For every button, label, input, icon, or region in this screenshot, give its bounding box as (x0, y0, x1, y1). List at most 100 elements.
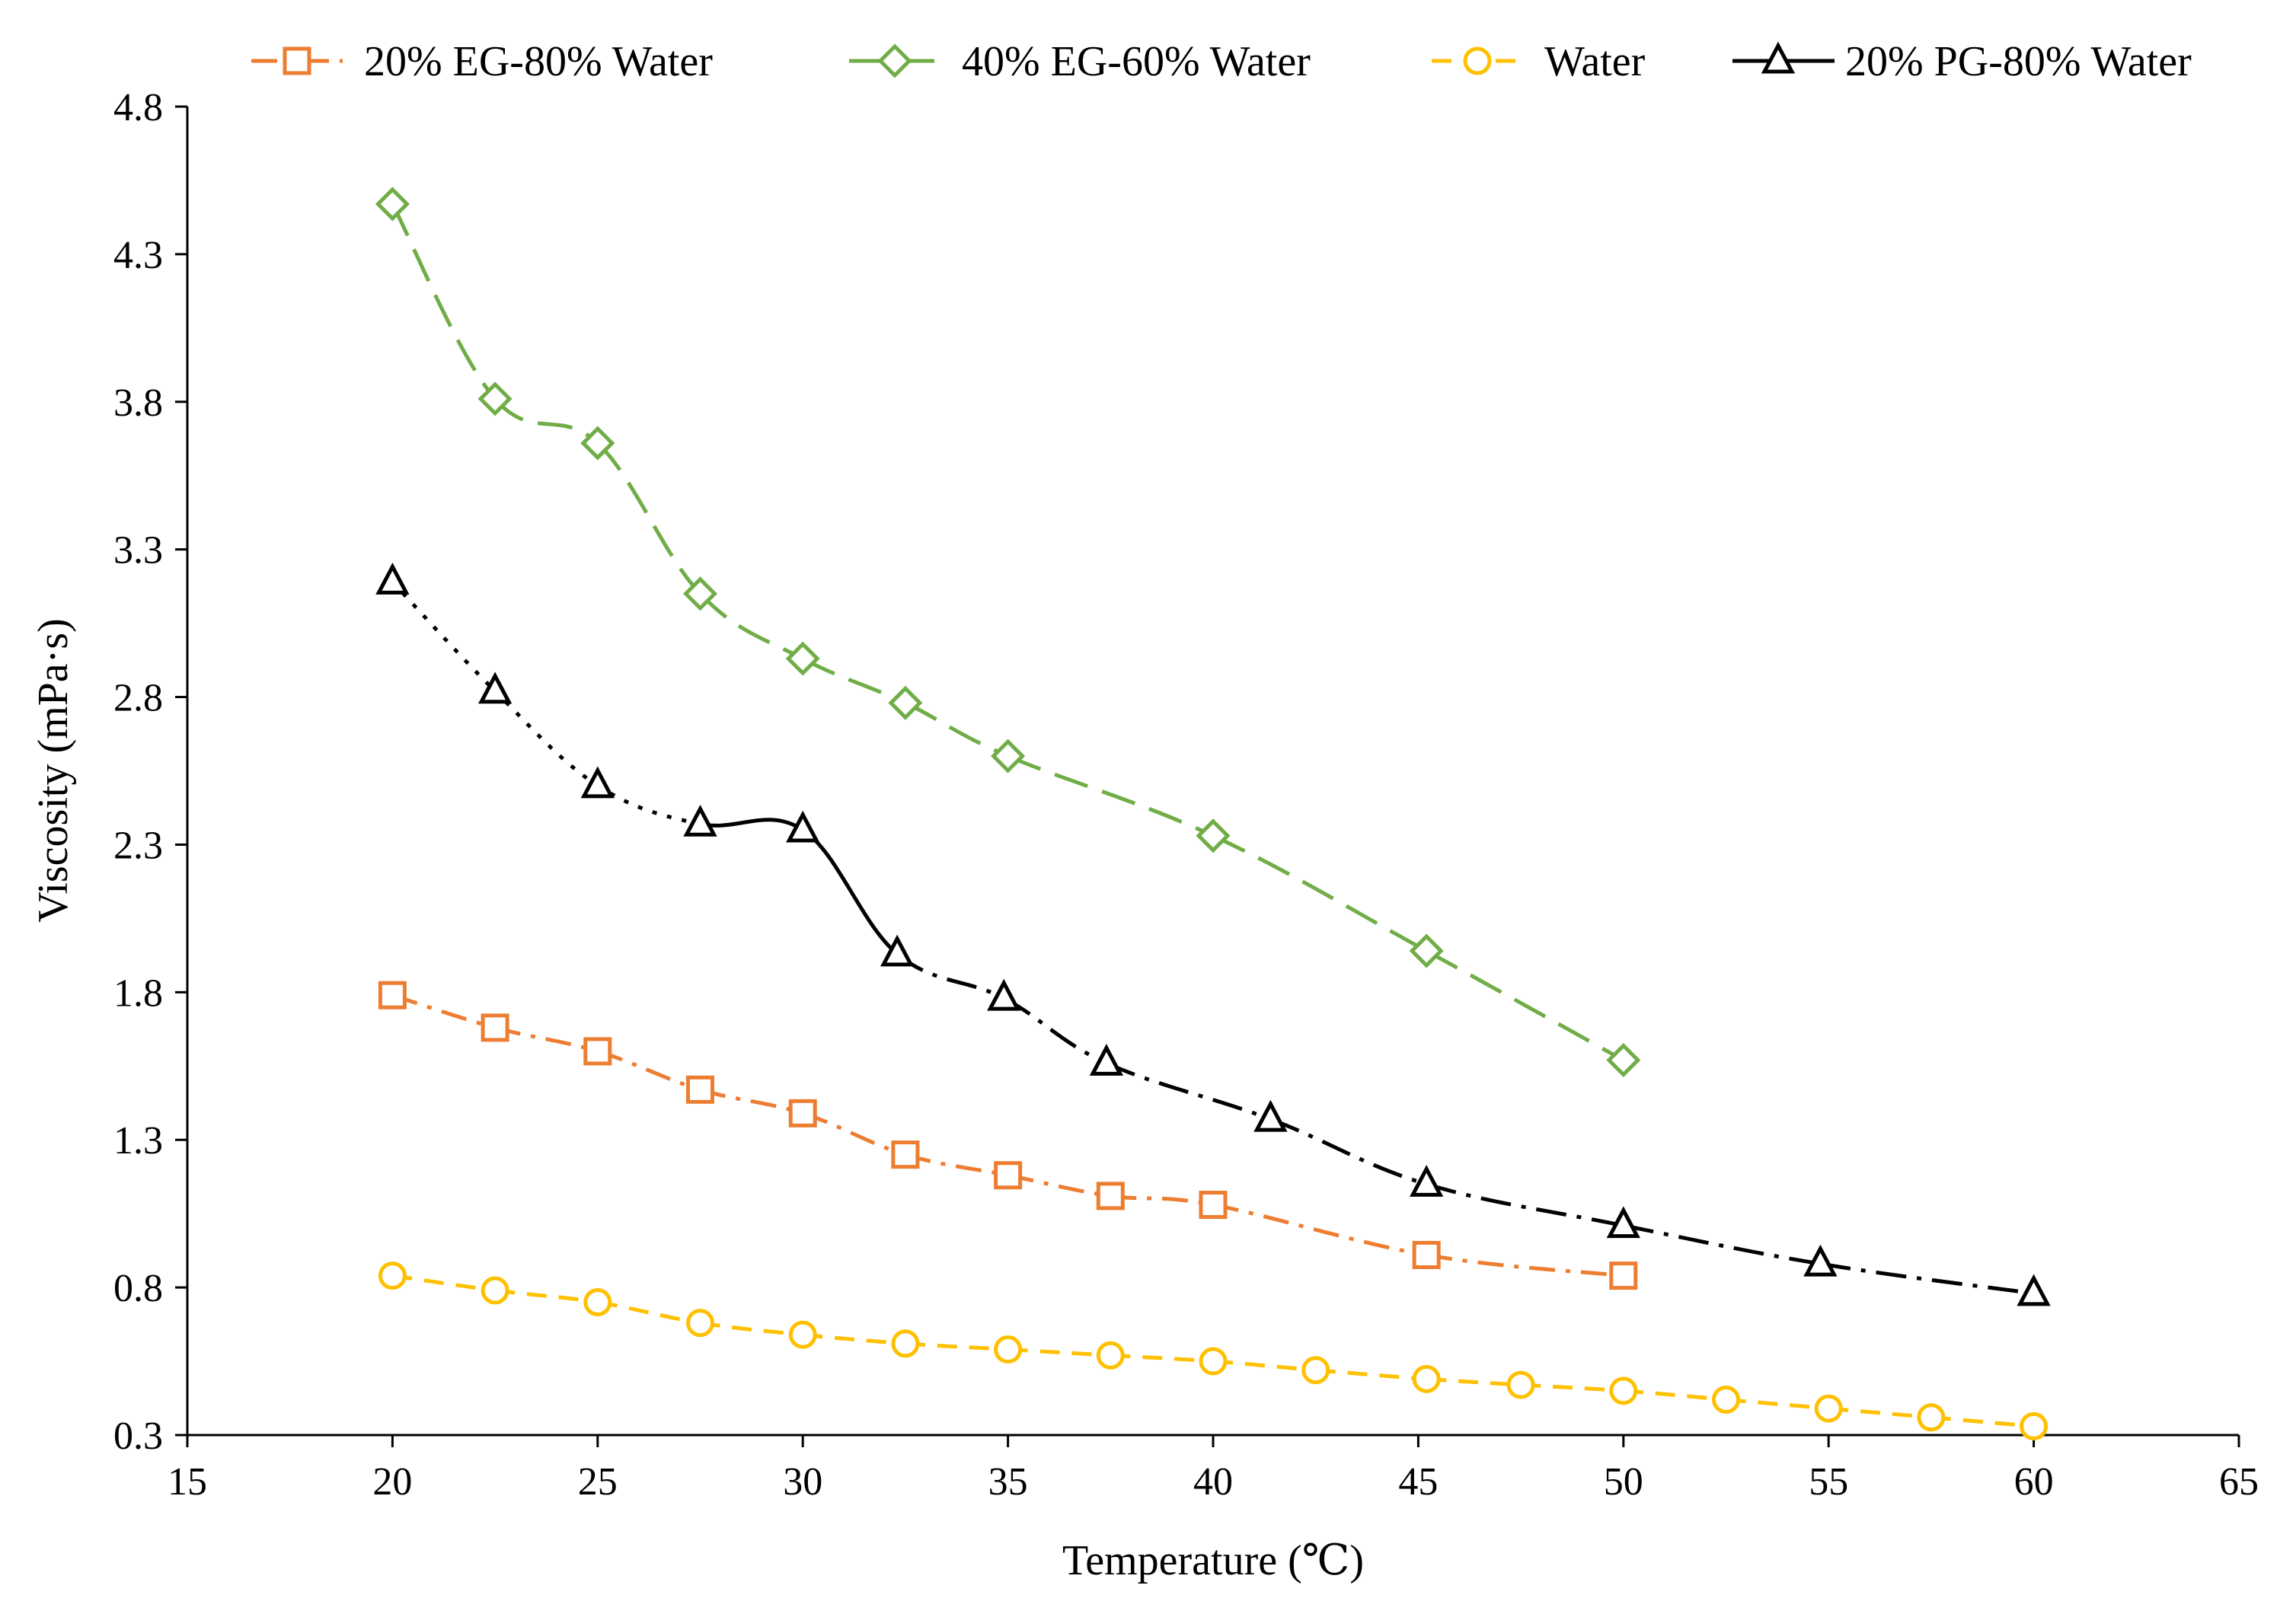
triangle-marker (1803, 1244, 1838, 1277)
series-line-segment (699, 818, 804, 832)
series-line-segment (391, 993, 496, 1030)
y-tick-label: 1.3 (113, 1119, 163, 1163)
square-marker (583, 1037, 612, 1066)
series-1 (378, 981, 1638, 1290)
series-line-segment (1315, 1368, 1427, 1381)
triangle-marker (683, 804, 717, 837)
x-tick-label: 20 (372, 1460, 412, 1504)
triangle-marker (375, 562, 410, 595)
legend-label: 20% EG-80% Water (364, 38, 713, 85)
series-line-segment (597, 1300, 701, 1325)
series-line-segment (1110, 1194, 1214, 1207)
square-marker (891, 1140, 920, 1169)
diamond-marker (888, 685, 923, 720)
series-line-segment (1828, 1406, 1932, 1420)
series-line-segment (1007, 1348, 1111, 1357)
square-marker (1199, 1191, 1228, 1220)
legend-item: 20% EG-80% Water (251, 38, 713, 85)
diamond-marker (1606, 1042, 1641, 1078)
triangle-marker (580, 766, 615, 799)
series-line-segment (1426, 1182, 1624, 1228)
circle-marker (1814, 1394, 1843, 1423)
x-tick-label: 65 (2219, 1460, 2259, 1504)
circle-marker (1609, 1376, 1638, 1405)
circle-marker (1301, 1356, 1330, 1385)
series-line-segment (391, 203, 497, 400)
series-line-segment (802, 1111, 906, 1157)
series-line-segment (802, 656, 906, 705)
square-marker (994, 1161, 1023, 1190)
series-line-segment (700, 1321, 803, 1337)
series-line-segment (1425, 949, 1625, 1062)
square-marker (481, 1013, 509, 1042)
series-line-segment (801, 828, 899, 955)
series-line-segment (1007, 1173, 1111, 1198)
series-line-segment (1726, 1397, 1829, 1411)
x-tick-label: 30 (783, 1460, 822, 1504)
y-tick-label: 4.3 (113, 234, 163, 277)
square-marker (1096, 1182, 1125, 1210)
series-line-segment (1820, 1261, 2034, 1296)
square-marker (686, 1075, 714, 1104)
triangle-marker (880, 934, 915, 967)
series-line-segment (1930, 1415, 2034, 1428)
series-2 (375, 187, 1641, 1078)
series-line-segment (1212, 1359, 1316, 1373)
plot-series (375, 187, 2051, 1440)
circle-marker (481, 1276, 509, 1305)
series-line-segment (493, 397, 599, 445)
circle-marker (1096, 1341, 1125, 1370)
legend-item: 40% EG-60% Water (849, 38, 1311, 85)
x-tick-label: 40 (1193, 1460, 1233, 1504)
triangle-marker (477, 671, 513, 704)
triangle-marker (2017, 1274, 2051, 1306)
diamond-marker (1196, 818, 1231, 853)
legend-label: 40% EG-60% Water (962, 38, 1311, 85)
legend-diamond-marker (877, 43, 912, 78)
series-line-segment (802, 1332, 906, 1346)
series-line-segment (896, 952, 1005, 1000)
y-tick-label: 0.8 (113, 1267, 163, 1310)
series-line-segment (1105, 1061, 1272, 1121)
diamond-marker (477, 381, 513, 416)
y-tick-label: 3.3 (113, 529, 163, 573)
diamond-marker (682, 576, 718, 611)
x-tick-label: 25 (578, 1460, 618, 1504)
series-4 (375, 562, 2051, 1306)
series-line-segment (1426, 1376, 1522, 1387)
series-line-segment (1212, 1203, 1427, 1257)
legend-label: Water (1544, 38, 1646, 85)
x-tick-label: 50 (1604, 1460, 1643, 1504)
x-ticks: 15 20 25 30 35 40 45 50 55 60 65 (168, 1435, 2259, 1504)
x-tick-label: 35 (988, 1460, 1028, 1504)
x-tick-label: 55 (1809, 1460, 1848, 1504)
square-marker (788, 1099, 817, 1128)
diamond-marker (1409, 933, 1444, 968)
circle-marker (2020, 1411, 2049, 1440)
x-tick-label: 45 (1398, 1460, 1438, 1504)
y-tick-label: 0.3 (113, 1415, 163, 1458)
series-line-segment (905, 1341, 1008, 1352)
series-line-segment (596, 442, 702, 595)
circle-marker (583, 1288, 612, 1316)
series-line-segment (1426, 1252, 1624, 1278)
square-marker (378, 981, 407, 1010)
circle-marker (686, 1309, 714, 1338)
y-tick-label: 2.3 (113, 824, 163, 867)
y-tick-label: 2.8 (113, 677, 163, 720)
series-line-segment (493, 690, 599, 787)
x-axis-title: Temperature (℃) (1062, 1537, 1364, 1584)
square-marker (1609, 1261, 1638, 1290)
series-line-segment (1269, 1117, 1427, 1186)
legend-triangle-marker (1761, 41, 1796, 74)
circle-marker (891, 1329, 920, 1358)
triangle-marker (1089, 1044, 1124, 1076)
series-line-segment (1003, 996, 1107, 1065)
series-line-segment (905, 1153, 1009, 1178)
series-line-segment (391, 580, 497, 693)
y-axis-title: Viscosity (mPa·s) (30, 618, 77, 923)
legend-square-marker (283, 46, 311, 75)
x-tick-label: 15 (168, 1460, 207, 1504)
series-line-segment (596, 783, 701, 826)
triangle-marker (1606, 1206, 1640, 1239)
